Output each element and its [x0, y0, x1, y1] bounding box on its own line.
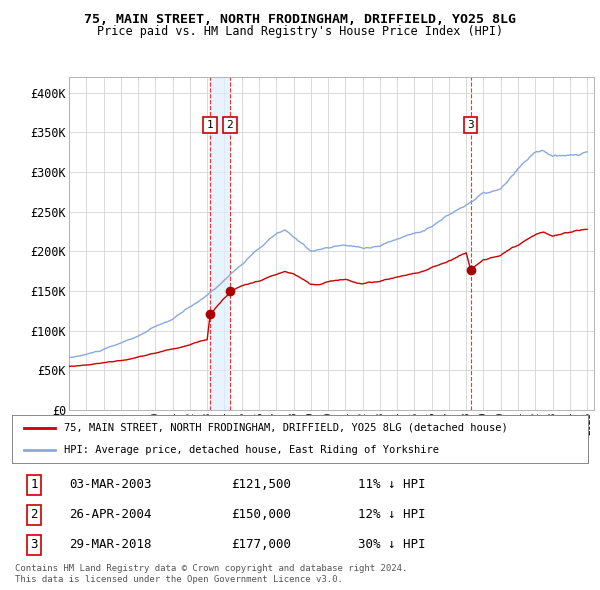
Text: 1: 1 — [30, 478, 38, 491]
Text: HPI: Average price, detached house, East Riding of Yorkshire: HPI: Average price, detached house, East… — [64, 445, 439, 455]
Text: 2: 2 — [227, 120, 233, 130]
Text: This data is licensed under the Open Government Licence v3.0.: This data is licensed under the Open Gov… — [15, 575, 343, 584]
Text: 26-APR-2004: 26-APR-2004 — [70, 508, 152, 522]
Text: 3: 3 — [30, 539, 38, 552]
Text: 12% ↓ HPI: 12% ↓ HPI — [358, 508, 425, 522]
Text: 03-MAR-2003: 03-MAR-2003 — [70, 478, 152, 491]
Text: 29-MAR-2018: 29-MAR-2018 — [70, 539, 152, 552]
Text: 11% ↓ HPI: 11% ↓ HPI — [358, 478, 425, 491]
Text: 1: 1 — [207, 120, 214, 130]
Text: £150,000: £150,000 — [231, 508, 291, 522]
Text: 30% ↓ HPI: 30% ↓ HPI — [358, 539, 425, 552]
Text: £177,000: £177,000 — [231, 539, 291, 552]
Text: 2: 2 — [30, 508, 38, 522]
Text: 75, MAIN STREET, NORTH FRODINGHAM, DRIFFIELD, YO25 8LG: 75, MAIN STREET, NORTH FRODINGHAM, DRIFF… — [84, 13, 516, 26]
Text: 75, MAIN STREET, NORTH FRODINGHAM, DRIFFIELD, YO25 8LG (detached house): 75, MAIN STREET, NORTH FRODINGHAM, DRIFF… — [64, 423, 508, 433]
Text: £121,500: £121,500 — [231, 478, 291, 491]
Text: 3: 3 — [467, 120, 474, 130]
Text: Price paid vs. HM Land Registry's House Price Index (HPI): Price paid vs. HM Land Registry's House … — [97, 25, 503, 38]
Text: Contains HM Land Registry data © Crown copyright and database right 2024.: Contains HM Land Registry data © Crown c… — [15, 564, 407, 573]
Bar — [210, 77, 230, 410]
